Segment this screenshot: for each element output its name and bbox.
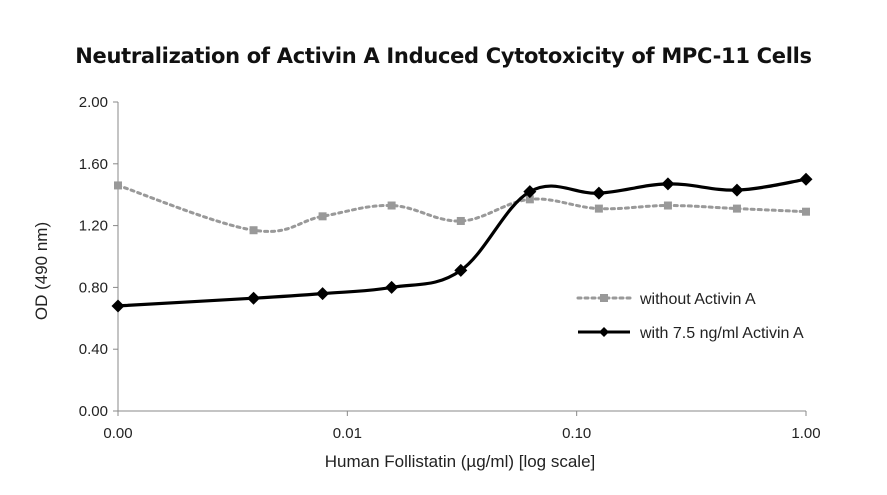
x-tick-label: 1.00: [791, 425, 820, 442]
y-tick-label: 0.00: [79, 403, 108, 420]
data-point: [802, 207, 810, 216]
data-point: [114, 181, 122, 190]
data-point: [732, 204, 741, 213]
legend-label: without Activin A: [639, 291, 756, 308]
legend-item: without Activin A: [576, 291, 756, 308]
y-tick-label: 1.20: [79, 218, 108, 235]
data-point: [247, 291, 261, 305]
data-point: [663, 201, 672, 210]
data-point: [523, 185, 537, 199]
data-point: [387, 201, 396, 210]
series-line: [116, 183, 808, 233]
data-point: [456, 216, 465, 225]
data-point: [454, 263, 468, 277]
data-point: [799, 172, 813, 186]
x-tick-label: 0.01: [333, 425, 362, 442]
data-point: [592, 186, 606, 200]
data-point: [730, 183, 744, 197]
series-with-activin-a: [111, 172, 813, 313]
series-without-activin-a: [114, 181, 810, 235]
series-line: [117, 177, 807, 308]
x-tick-label: 0.00: [103, 425, 132, 442]
data-point: [525, 195, 534, 204]
data-point: [316, 287, 330, 301]
x-axis-label: Human Follistatin (µg/ml) [log scale]: [325, 452, 596, 471]
y-axis-label: OD (490 nm): [32, 222, 51, 320]
y-tick-label: 2.00: [79, 94, 108, 111]
data-point: [111, 299, 125, 313]
data-point: [318, 212, 327, 221]
data-point: [249, 226, 258, 235]
data-point: [385, 280, 399, 294]
y-tick-label: 0.40: [79, 341, 108, 358]
legend-item: with 7.5 ng/ml Activin A: [578, 325, 804, 342]
legend-marker: [599, 327, 609, 337]
y-tick-label: 0.80: [79, 279, 108, 296]
legend-marker: [600, 294, 608, 302]
chart-title: Neutralization of Activin A Induced Cyto…: [75, 44, 812, 68]
data-point: [594, 204, 603, 213]
x-tick-label: 0.10: [562, 425, 591, 442]
data-point: [661, 177, 675, 191]
legend-label: with 7.5 ng/ml Activin A: [639, 325, 804, 342]
y-tick-label: 1.60: [79, 156, 108, 173]
